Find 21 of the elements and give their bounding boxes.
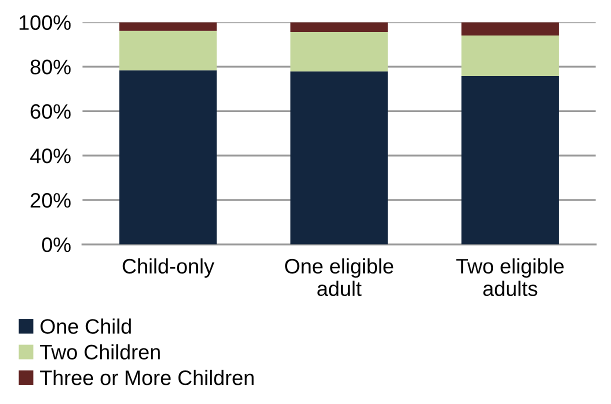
bar	[461, 36, 559, 76]
y-tick-label: 0%	[42, 237, 71, 252]
x-tick-label: Child-only	[122, 258, 214, 278]
y-tick-label: 100%	[20, 15, 71, 30]
bar	[119, 30, 217, 70]
legend-label: One Child	[40, 318, 131, 334]
legend-label: Two Children	[40, 344, 160, 360]
bar	[290, 71, 388, 244]
bar	[290, 22, 388, 32]
bar	[461, 76, 559, 244]
x-tick-label: One eligible adult	[285, 258, 394, 296]
bar	[290, 32, 388, 72]
y-tick-label: 20%	[30, 192, 71, 208]
bar	[119, 70, 217, 244]
bar	[119, 22, 217, 31]
bar	[461, 22, 559, 36]
x-tick-label: Two eligible adults	[456, 258, 564, 296]
y-tick-label: 40%	[30, 148, 71, 164]
legend-label: Three or More Children	[40, 370, 254, 386]
y-tick-label: 80%	[30, 60, 71, 74]
y-tick-label: 60%	[30, 104, 71, 119]
